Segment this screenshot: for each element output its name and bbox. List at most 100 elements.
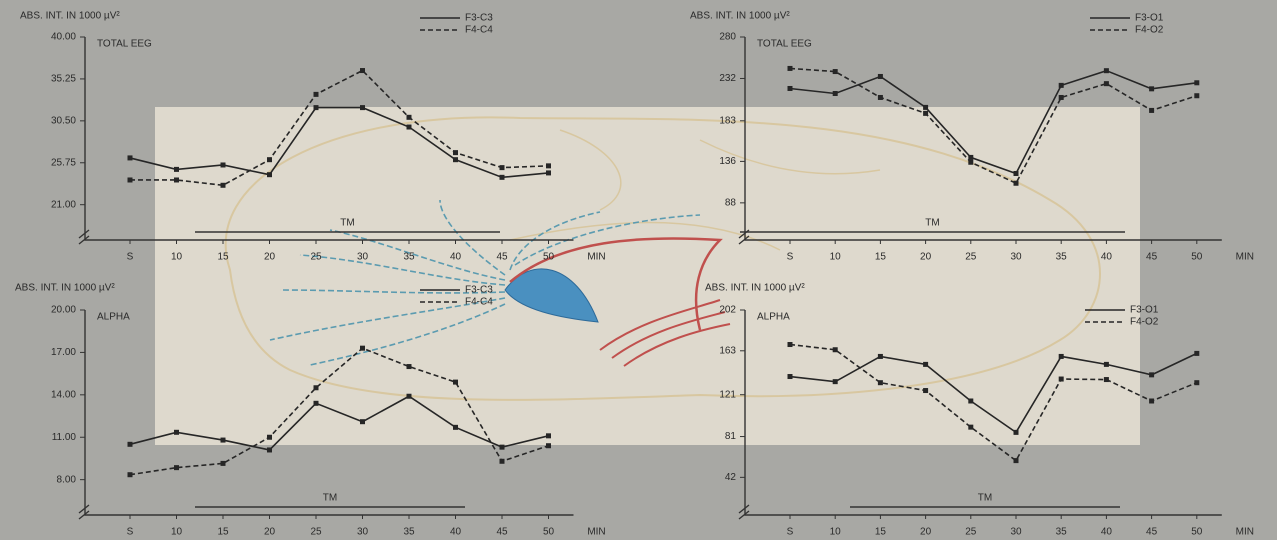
data-point xyxy=(1103,81,1109,87)
data-point xyxy=(1058,94,1064,100)
legend-label: F3-O1 xyxy=(1130,305,1159,316)
x-tick-label: 45 xyxy=(1146,252,1158,263)
series-line xyxy=(129,395,549,451)
y-axis-title: ABS. INT. IN 1000 µV² xyxy=(20,11,120,22)
chart-subtitle: TOTAL EEG xyxy=(757,39,812,50)
data-point xyxy=(1013,170,1019,176)
data-point xyxy=(1194,93,1200,99)
tm-label: TM xyxy=(978,493,992,504)
x-tick-label: 45 xyxy=(496,527,508,538)
data-point xyxy=(923,361,929,367)
data-point xyxy=(313,105,319,111)
series-line xyxy=(789,67,1198,185)
x-unit-label: MIN xyxy=(587,252,605,263)
x-tick-label: 40 xyxy=(1101,527,1113,538)
data-point xyxy=(546,163,551,169)
data-point xyxy=(499,444,505,450)
x-tick-label: 10 xyxy=(171,527,183,538)
data-point xyxy=(313,385,319,391)
legend-label: F3-O1 xyxy=(1135,13,1164,24)
data-point xyxy=(1149,372,1155,378)
data-point xyxy=(406,114,412,120)
data-point xyxy=(267,172,272,178)
data-point xyxy=(877,94,883,100)
data-point xyxy=(546,443,551,449)
data-point xyxy=(1149,398,1155,404)
y-tick-label: 20.00 xyxy=(51,305,76,316)
data-point xyxy=(174,465,179,471)
legend-label: F4-C4 xyxy=(465,297,493,308)
x-tick-label: S xyxy=(787,527,794,538)
data-point xyxy=(360,68,365,74)
chart-panel: ABS. INT. IN 1000 µV² ALPHA 42 81 121 163 202 S… xyxy=(705,283,1254,538)
y-tick-label: 21.00 xyxy=(51,199,76,210)
data-point xyxy=(968,424,974,430)
y-tick-label: 136 xyxy=(719,156,736,167)
x-tick-label: 25 xyxy=(965,252,977,263)
x-tick-label: 15 xyxy=(875,252,887,263)
y-tick-label: 183 xyxy=(719,115,736,126)
x-tick-label: 45 xyxy=(496,252,508,263)
x-tick-label: 50 xyxy=(1191,252,1203,263)
y-tick-label: 35.25 xyxy=(51,74,76,85)
x-tick-label: 25 xyxy=(310,252,322,263)
data-point xyxy=(877,353,883,359)
data-point xyxy=(832,379,838,385)
data-point xyxy=(832,69,838,75)
data-point xyxy=(1013,429,1019,435)
data-point xyxy=(499,174,505,180)
x-tick-label: S xyxy=(127,527,134,538)
x-tick-label: 35 xyxy=(1056,252,1068,263)
data-point xyxy=(127,155,133,161)
data-point xyxy=(787,65,793,71)
data-point xyxy=(1194,80,1200,86)
x-tick-label: 30 xyxy=(357,252,369,263)
x-tick-label: 15 xyxy=(217,252,229,263)
tm-label: TM xyxy=(323,493,337,504)
x-tick-label: 15 xyxy=(875,527,887,538)
x-tick-label: 10 xyxy=(830,527,842,538)
x-tick-label: 20 xyxy=(264,527,276,538)
data-point xyxy=(313,91,319,97)
y-axis-title: ABS. INT. IN 1000 µV² xyxy=(690,11,790,22)
brain-outline xyxy=(224,116,1101,401)
chart-subtitle: TOTAL EEG xyxy=(97,39,152,50)
y-tick-label: 8.00 xyxy=(57,474,77,485)
x-tick-label: 50 xyxy=(543,252,555,263)
red-tract xyxy=(509,237,723,331)
x-tick-label: 30 xyxy=(1010,252,1022,263)
series-line xyxy=(129,347,549,476)
data-point xyxy=(127,441,133,447)
data-point xyxy=(499,165,505,171)
data-point xyxy=(313,400,319,406)
y-tick-label: 232 xyxy=(719,73,736,84)
x-tick-label: 45 xyxy=(1146,527,1158,538)
data-point xyxy=(267,434,272,440)
x-tick-label: S xyxy=(787,252,794,263)
tm-label: TM xyxy=(340,218,354,229)
data-point xyxy=(1149,107,1155,113)
data-point xyxy=(968,398,974,404)
legend-label: F4-C4 xyxy=(465,25,493,36)
red-fibers xyxy=(599,299,731,367)
data-point xyxy=(877,380,883,386)
data-point xyxy=(453,150,458,156)
y-tick-label: 17.00 xyxy=(51,347,76,358)
data-point xyxy=(499,458,505,464)
legend-label: F4-O2 xyxy=(1130,317,1159,328)
x-tick-label: 30 xyxy=(1010,527,1022,538)
y-tick-label: 202 xyxy=(719,305,736,316)
data-point xyxy=(923,388,929,394)
data-point xyxy=(832,347,838,353)
legend-label: F4-O2 xyxy=(1135,25,1164,36)
x-unit-label: MIN xyxy=(1236,252,1254,263)
data-point xyxy=(968,159,974,165)
legend-label: F3-C3 xyxy=(465,285,493,296)
data-point xyxy=(1103,361,1109,367)
x-tick-label: 40 xyxy=(450,527,462,538)
x-tick-label: 10 xyxy=(171,252,183,263)
y-tick-label: 14.00 xyxy=(51,389,76,400)
x-tick-label: S xyxy=(127,252,134,263)
tm-label: TM xyxy=(925,218,939,229)
data-point xyxy=(220,460,226,466)
